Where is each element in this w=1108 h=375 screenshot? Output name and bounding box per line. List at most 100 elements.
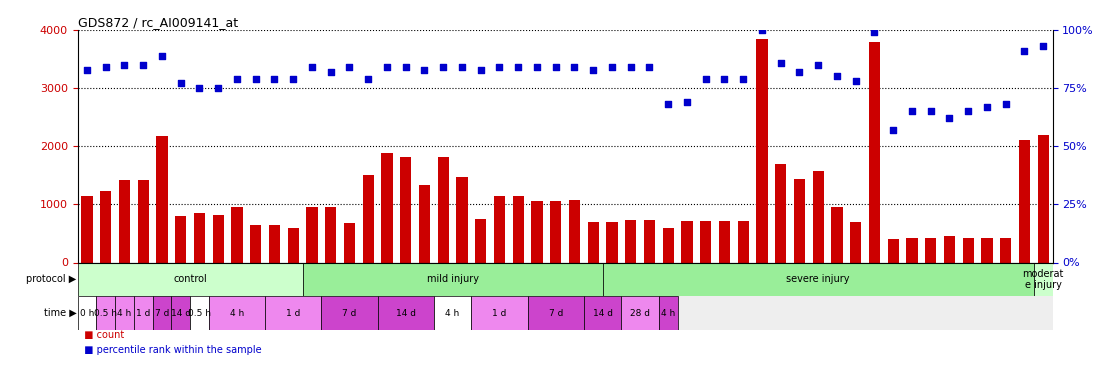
Point: [960, 108, 977, 114]
Bar: [434, 296, 471, 330]
Bar: [475, 219, 486, 262]
Point: [941, 116, 958, 122]
Bar: [527, 296, 584, 330]
Bar: [137, 180, 148, 262]
Bar: [115, 296, 134, 330]
Bar: [81, 196, 93, 262]
Point: [359, 76, 377, 82]
Point: [115, 62, 133, 68]
Bar: [378, 296, 434, 330]
Point: [472, 66, 490, 72]
Bar: [288, 228, 299, 262]
Point: [191, 85, 208, 91]
Point: [510, 64, 527, 70]
Bar: [606, 222, 617, 262]
Bar: [812, 171, 824, 262]
Point: [565, 64, 583, 70]
Text: 1 d: 1 d: [286, 309, 300, 318]
Bar: [100, 191, 111, 262]
Text: control: control: [173, 274, 207, 284]
Bar: [172, 296, 191, 330]
Point: [285, 76, 302, 82]
Bar: [1037, 135, 1049, 262]
Text: 7 d: 7 d: [548, 309, 563, 318]
Text: 0.5 h: 0.5 h: [94, 309, 117, 318]
Text: 4 h: 4 h: [117, 309, 132, 318]
Bar: [644, 220, 655, 262]
Point: [884, 127, 902, 133]
Point: [321, 69, 339, 75]
Point: [340, 64, 358, 70]
Text: time ▶: time ▶: [43, 308, 76, 318]
Bar: [156, 136, 167, 262]
Point: [847, 78, 864, 84]
Bar: [1034, 262, 1053, 296]
Text: 4 h: 4 h: [445, 309, 460, 318]
Bar: [963, 237, 974, 262]
Bar: [343, 223, 355, 262]
Bar: [381, 153, 392, 262]
Bar: [584, 296, 622, 330]
Point: [865, 29, 883, 35]
Bar: [269, 225, 280, 262]
Bar: [232, 207, 243, 262]
Text: mild injury: mild injury: [427, 274, 479, 284]
Bar: [265, 296, 321, 330]
Point: [134, 62, 152, 68]
Point: [304, 64, 321, 70]
Bar: [78, 296, 96, 330]
Bar: [175, 216, 186, 262]
Text: ■ percentile rank within the sample: ■ percentile rank within the sample: [78, 345, 261, 355]
Bar: [494, 196, 505, 262]
Bar: [532, 201, 543, 262]
Point: [453, 64, 471, 70]
Point: [529, 64, 546, 70]
Text: moderat
e injury: moderat e injury: [1023, 268, 1064, 290]
Bar: [208, 296, 265, 330]
Point: [716, 76, 733, 82]
Point: [978, 104, 996, 110]
Point: [228, 76, 246, 82]
Bar: [153, 296, 172, 330]
Bar: [663, 228, 674, 262]
Bar: [456, 177, 468, 262]
Text: 28 d: 28 d: [630, 309, 650, 318]
Bar: [325, 207, 337, 262]
Point: [697, 76, 715, 82]
Bar: [191, 296, 208, 330]
Bar: [925, 237, 936, 262]
Point: [153, 53, 171, 58]
Point: [903, 108, 921, 114]
Bar: [757, 39, 768, 262]
Point: [416, 66, 433, 72]
Point: [922, 108, 940, 114]
Bar: [622, 296, 659, 330]
Point: [209, 85, 227, 91]
Point: [603, 64, 620, 70]
Bar: [944, 236, 955, 262]
Bar: [850, 222, 861, 262]
Text: 1 d: 1 d: [492, 309, 506, 318]
Text: 1 d: 1 d: [136, 309, 151, 318]
Text: 7 d: 7 d: [155, 309, 170, 318]
Bar: [550, 201, 562, 262]
Bar: [321, 296, 378, 330]
Bar: [306, 207, 318, 262]
Point: [584, 66, 602, 72]
Bar: [603, 262, 1034, 296]
Text: 14 d: 14 d: [171, 309, 191, 318]
Bar: [513, 196, 524, 262]
Bar: [681, 221, 692, 262]
Bar: [888, 239, 899, 262]
Bar: [738, 221, 749, 262]
Bar: [831, 207, 842, 262]
Bar: [78, 262, 302, 296]
Bar: [776, 164, 787, 262]
Bar: [587, 222, 598, 262]
Bar: [700, 221, 711, 262]
Point: [753, 27, 771, 33]
Bar: [362, 175, 373, 262]
Bar: [869, 42, 880, 262]
Point: [735, 76, 752, 82]
Text: 0 h: 0 h: [80, 309, 94, 318]
